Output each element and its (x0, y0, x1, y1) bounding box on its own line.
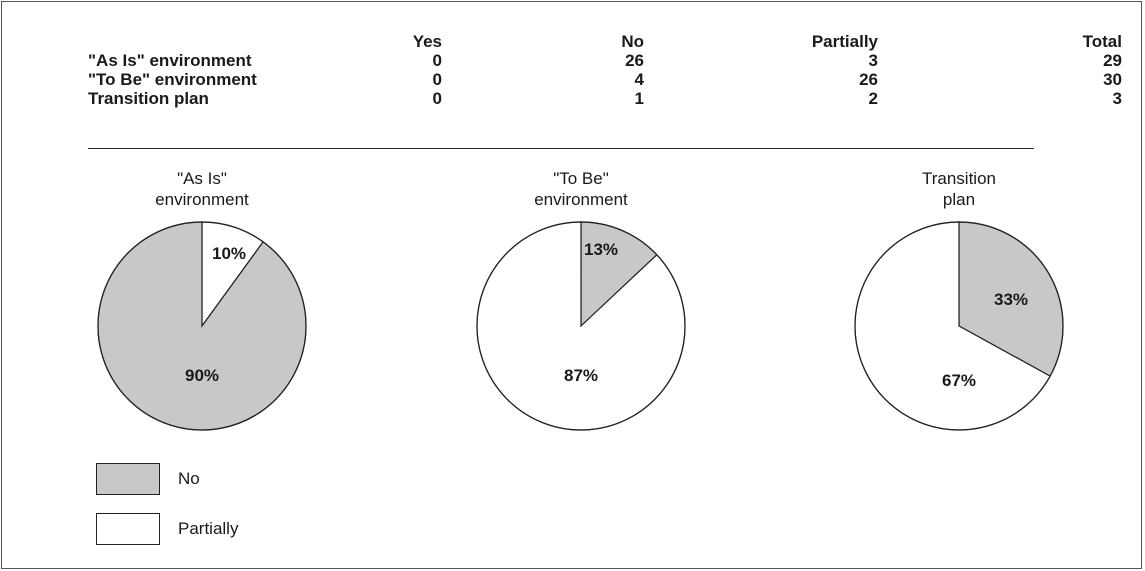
summary-table: Yes No Partially Total "As Is" environme… (88, 32, 1122, 108)
pie-slice-label: 10% (212, 244, 246, 263)
pie-title-line: "To Be" (553, 169, 609, 188)
row-label: Transition plan (88, 89, 209, 108)
pie-outline (854, 221, 1064, 431)
legend-item-no: No (96, 463, 200, 495)
pie-slice-label: 90% (185, 366, 219, 385)
pie-slice-label: 13% (584, 240, 618, 259)
pie-slice-no (97, 221, 307, 431)
legend-swatch-partially (96, 513, 160, 545)
pie-outline (97, 221, 307, 431)
column-header-total: Total (1082, 32, 1122, 51)
legend-item-partially: Partially (96, 513, 238, 545)
cell-no: 26 (625, 51, 644, 70)
pie-chart-3: Transition plan 33% 67% (854, 169, 1064, 431)
table-header-row: Yes No Partially Total (88, 32, 1122, 51)
cell-total: 29 (1103, 51, 1122, 70)
cell-partially: 26 (859, 70, 878, 89)
pie-title-line: environment (534, 190, 628, 209)
pie-title-line: Transition (922, 169, 996, 188)
legend-label-partially: Partially (178, 519, 239, 538)
pie-title-line: environment (155, 190, 249, 209)
column-header-partially: Partially (811, 32, 878, 51)
pie-chart-2: "To Be" environment 13% 87% (476, 169, 686, 431)
cell-yes: 0 (432, 89, 442, 108)
legend-label-no: No (178, 469, 200, 488)
table-row: "As Is" environment 0 26 3 29 (88, 51, 1122, 70)
pie-title-line: plan (943, 190, 975, 209)
pie-title-line: "As Is" (177, 169, 227, 188)
cell-no: 4 (634, 70, 644, 89)
cell-yes: 0 (432, 70, 442, 89)
row-label: "As Is" environment (88, 51, 252, 70)
row-label: "To Be" environment (88, 70, 257, 89)
cell-yes: 0 (432, 51, 442, 70)
table-row: "To Be" environment 0 4 26 30 (88, 70, 1122, 89)
pie-slice-label: 33% (994, 290, 1028, 309)
table-divider (88, 148, 1034, 149)
cell-partially: 2 (868, 89, 878, 108)
table-row: Transition plan 0 1 2 3 (88, 89, 1122, 108)
cell-no: 1 (634, 89, 644, 108)
column-header-yes: Yes (412, 32, 442, 51)
pie-outline (476, 221, 686, 431)
pie-chart-1: "As Is" environment 10% 90% (97, 169, 307, 431)
cell-total: 30 (1103, 70, 1122, 89)
cell-total: 3 (1112, 89, 1122, 108)
pie-slice-label: 67% (942, 371, 976, 390)
column-header-no: No (621, 32, 644, 51)
pie-slice-label: 87% (564, 366, 598, 385)
cell-partially: 3 (868, 51, 878, 70)
legend-swatch-no (96, 463, 160, 495)
